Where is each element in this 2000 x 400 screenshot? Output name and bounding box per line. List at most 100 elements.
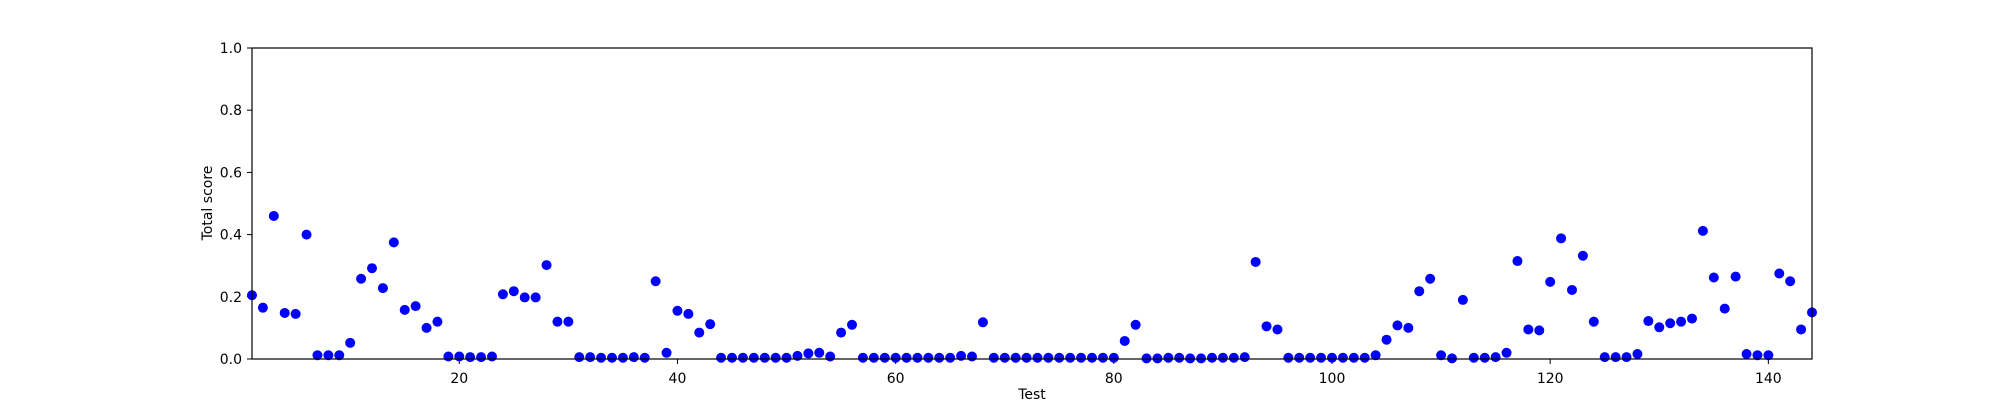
y-axis-label: Total score <box>200 166 216 242</box>
y-tick-label: 0.4 <box>220 228 242 244</box>
data-point <box>1567 284 1577 295</box>
ticks-layer: 20 40 60 80 100 120 140 0.0 0.2 0.4 0.6 0.8 1.0 <box>220 41 1782 387</box>
data-point <box>356 273 367 284</box>
data-point <box>1697 225 1708 236</box>
data-point <box>1523 324 1534 335</box>
data-point <box>934 352 945 363</box>
data-point <box>1087 352 1097 363</box>
data-point <box>508 286 519 297</box>
y-tick-label: 0.2 <box>220 290 242 306</box>
data-point <box>1425 273 1436 284</box>
data-point <box>639 352 650 363</box>
data-point <box>1632 349 1643 360</box>
data-point <box>1708 272 1719 283</box>
data-point <box>1348 352 1359 363</box>
data-point <box>1545 276 1556 287</box>
data-point <box>476 352 487 363</box>
data-point <box>1065 352 1076 363</box>
data-point <box>1163 352 1174 363</box>
data-point <box>705 319 716 330</box>
data-point <box>1730 271 1741 282</box>
data-point <box>1152 353 1163 364</box>
data-point <box>683 308 694 319</box>
data-point <box>552 316 563 327</box>
data-point <box>727 352 737 363</box>
data-point <box>1676 316 1687 327</box>
data-point <box>1752 350 1763 361</box>
data-point <box>988 352 999 363</box>
data-point <box>345 337 356 348</box>
data-point <box>868 352 879 363</box>
data-point <box>825 351 836 362</box>
data-point <box>792 350 803 361</box>
data-point <box>1097 352 1108 363</box>
data-point <box>290 308 301 319</box>
data-point <box>574 352 585 363</box>
data-point <box>999 352 1010 363</box>
data-point <box>1577 250 1588 261</box>
y-tick-label: 1.0 <box>220 41 242 57</box>
data-point <box>1185 353 1196 364</box>
data-point <box>596 352 607 363</box>
x-tick-label: 60 <box>887 371 905 387</box>
data-point <box>956 350 967 361</box>
data-point <box>1119 335 1130 346</box>
data-point <box>1719 303 1730 314</box>
data-point <box>1468 352 1479 363</box>
x-tick-label: 20 <box>450 371 468 387</box>
data-point <box>388 237 399 248</box>
data-point <box>301 229 312 240</box>
data-point <box>268 210 279 221</box>
data-point <box>945 352 956 363</box>
data-point <box>1294 352 1305 363</box>
data-point <box>694 327 705 338</box>
data-point <box>1621 352 1632 363</box>
x-axis-label: Test <box>1017 387 1046 400</box>
data-point <box>1250 256 1261 267</box>
y-tick-label: 0.6 <box>220 165 242 181</box>
data-point <box>519 292 530 303</box>
data-point <box>443 351 454 362</box>
data-point <box>585 352 596 363</box>
data-point <box>1130 319 1141 330</box>
data-point <box>912 352 923 363</box>
data-point <box>1217 352 1228 363</box>
data-point <box>1261 321 1272 332</box>
data-point <box>1337 352 1348 363</box>
data-point <box>1327 352 1337 363</box>
data-point <box>1174 352 1185 363</box>
data-point <box>421 322 432 333</box>
data-point <box>1512 256 1523 267</box>
data-point <box>672 305 683 316</box>
data-point <box>279 307 290 318</box>
data-point <box>1457 294 1468 305</box>
data-point <box>737 352 748 363</box>
data-point <box>541 260 552 271</box>
data-point <box>1403 322 1414 333</box>
data-point <box>1108 352 1119 363</box>
data-point <box>367 263 377 274</box>
data-point <box>1763 350 1774 361</box>
data-point <box>1359 352 1370 363</box>
data-point <box>530 292 541 303</box>
data-point <box>1370 350 1381 361</box>
points-layer <box>247 210 1817 364</box>
data-point <box>770 352 781 363</box>
data-point <box>803 348 814 359</box>
y-tick-label: 0.0 <box>220 352 242 368</box>
data-point <box>1196 353 1207 364</box>
data-point <box>628 352 639 363</box>
data-point <box>465 352 476 363</box>
data-point <box>879 352 890 363</box>
data-point <box>847 319 857 330</box>
data-point <box>1283 352 1294 363</box>
data-point <box>334 350 345 361</box>
data-point <box>857 352 868 363</box>
data-point <box>1501 347 1512 358</box>
data-point <box>977 317 988 328</box>
data-point <box>1643 316 1654 327</box>
data-point <box>1665 318 1676 329</box>
data-point <box>410 301 421 312</box>
data-point <box>1785 276 1796 287</box>
